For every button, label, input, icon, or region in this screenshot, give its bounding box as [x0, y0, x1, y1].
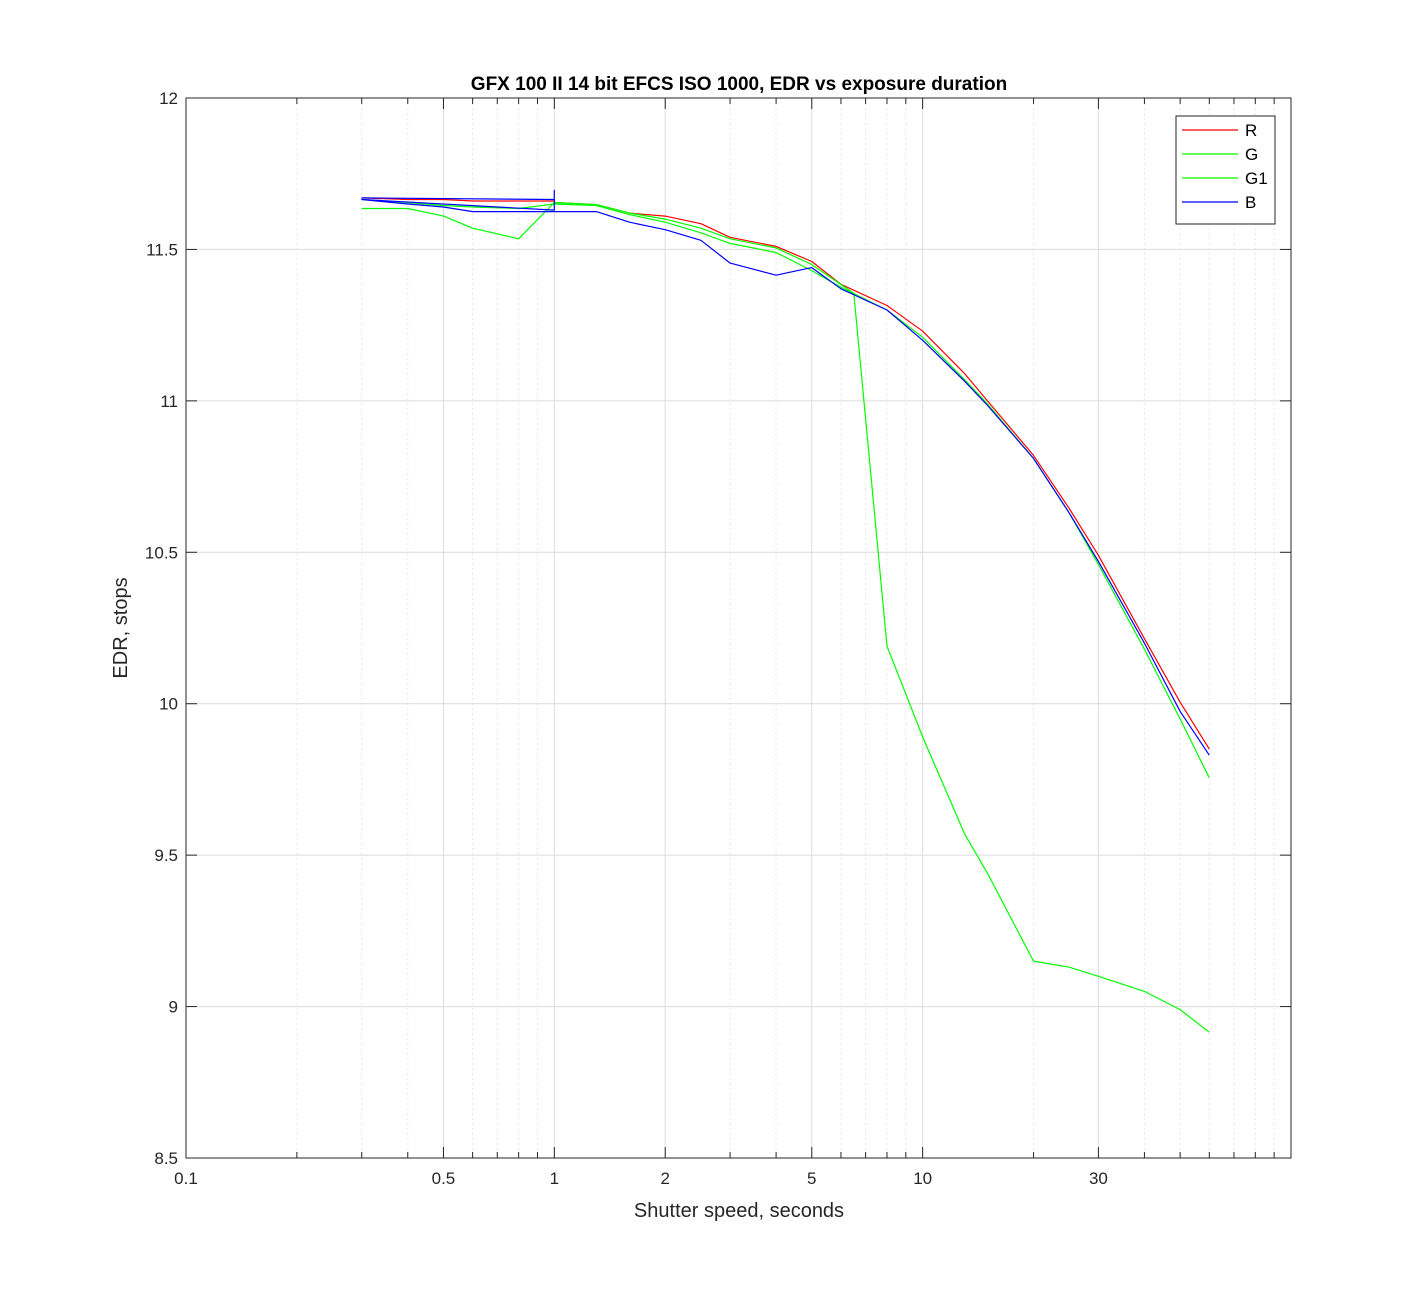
- y-tick-label: 9.5: [154, 846, 178, 865]
- series-line-g1: [361, 198, 1210, 779]
- x-tick-label: 10: [913, 1169, 932, 1188]
- series-lines: [361, 189, 1210, 1033]
- y-tick-label: 10: [159, 695, 178, 714]
- legend-label-b: B: [1245, 193, 1256, 212]
- y-tick-label: 12: [159, 89, 178, 108]
- legend: RG G1 B: [1175, 115, 1276, 225]
- x-tick-label: 5: [807, 1169, 816, 1188]
- legend-label-g1: G1: [1245, 169, 1268, 188]
- y-tick-label: 11: [160, 392, 178, 411]
- grid: [185, 97, 1291, 1159]
- legend-box: [1175, 115, 1276, 225]
- y-tick-label: 9: [169, 998, 178, 1017]
- y-axis-label: EDR, stops: [110, 577, 132, 678]
- x-axis-label: Shutter speed, seconds: [634, 1200, 844, 1222]
- y-tick-label: 8.5: [154, 1149, 178, 1168]
- legend-label-g: G: [1245, 145, 1258, 164]
- x-tick-label: 0.5: [432, 1169, 456, 1188]
- series-line-r: [361, 197, 1210, 750]
- series-line-b: [361, 189, 1210, 756]
- y-tick-label: 11.5: [146, 240, 178, 259]
- x-tick-label: 2: [660, 1169, 669, 1188]
- x-tick-label: 0.1: [174, 1169, 198, 1188]
- series-line-g: [361, 201, 1210, 1033]
- plot-frame: [185, 97, 1292, 1159]
- chart-title: GFX 100 II 14 bit EFCS ISO 1000, EDR vs …: [471, 74, 1007, 95]
- x-tick-label: 30: [1089, 1169, 1108, 1188]
- legend-label-r: R: [1245, 121, 1257, 140]
- y-tick-label: 10.5: [145, 543, 178, 562]
- x-tick-label: 1: [550, 1169, 559, 1188]
